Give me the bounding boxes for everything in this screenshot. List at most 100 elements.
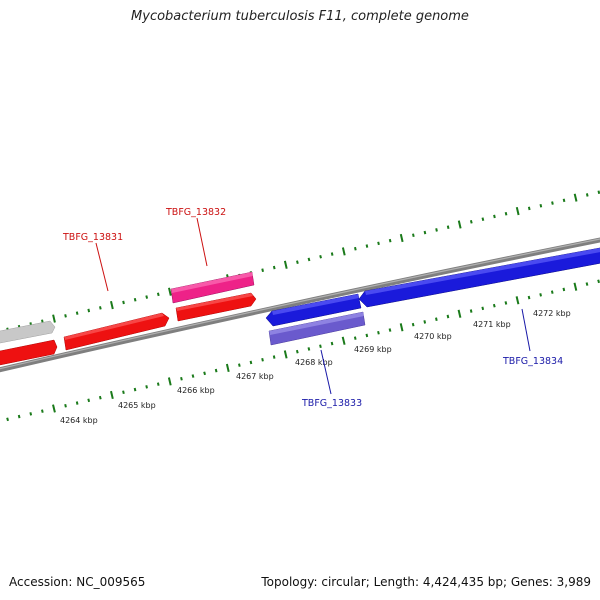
label-tbfg-13832: TBFG_13832 [165, 207, 226, 218]
minor-tick [365, 333, 369, 338]
minor-tick [354, 246, 357, 251]
minor-tick [550, 290, 554, 294]
minor-tick [423, 230, 427, 235]
minor-tick [551, 201, 554, 205]
minor-tick [249, 360, 253, 365]
minor-tick [493, 214, 496, 219]
gene-red-left [0, 339, 58, 366]
scale-label-4268: 4268 kbp [295, 358, 333, 367]
minor-tick [330, 341, 334, 346]
minor-tick [388, 328, 392, 332]
minor-tick [272, 265, 276, 270]
major-tick [399, 233, 404, 243]
label-tbfg-13834: TBFG_13834 [502, 356, 563, 367]
minor-tick [41, 409, 44, 413]
minor-tick [481, 306, 485, 311]
minor-tick [75, 311, 79, 315]
minor-tick [539, 203, 543, 208]
gene-tbfg-13834-shine [365, 247, 600, 295]
minor-tick [122, 390, 125, 395]
major-tick [515, 206, 520, 216]
major-tick [225, 363, 230, 373]
gene-tbfg-13832-shine [171, 272, 253, 293]
accession-text: Accession: NC_009565 [9, 575, 146, 589]
minor-tick [446, 314, 450, 319]
major-tick [52, 404, 56, 413]
minor-tick [562, 287, 566, 292]
minor-tick [191, 374, 195, 378]
major-tick [515, 296, 520, 305]
scale-label-4266: 4266 kbp [177, 386, 215, 395]
minor-tick [307, 257, 311, 262]
minor-tick [295, 349, 299, 354]
minor-tick [203, 371, 206, 376]
minor-tick [469, 309, 473, 313]
scale-label-4271: 4271 kbp [473, 320, 511, 329]
minor-tick [435, 317, 438, 322]
scale-labels: 4264 kbp 4265 kbp 4266 kbp 4267 kbp 4268… [60, 309, 571, 425]
minor-tick [597, 190, 600, 195]
minor-tick [504, 301, 508, 305]
major-tick [573, 193, 578, 202]
label-tbfg-13831: TBFG_13831 [62, 232, 123, 243]
minor-tick [388, 238, 392, 243]
minor-tick [156, 382, 160, 386]
scale-label-4269: 4269 kbp [354, 345, 392, 354]
major-tick [110, 390, 114, 400]
major-tick [52, 314, 56, 323]
minor-tick [492, 303, 496, 308]
minor-tick [122, 300, 125, 305]
minor-tick [17, 414, 21, 419]
scale-label-4272: 4272 kbp [533, 309, 571, 318]
outer-tick-track [6, 190, 600, 332]
label-tbfg-13833: TBFG_13833 [301, 398, 362, 409]
major-tick [341, 247, 346, 256]
minor-tick [29, 412, 33, 416]
minor-tick [75, 401, 79, 405]
minor-tick [156, 292, 160, 297]
genome-backbone [0, 237, 600, 373]
minor-tick [145, 295, 149, 299]
minor-tick [411, 322, 415, 327]
gene-red-mid-shine [176, 293, 253, 311]
minor-tick [469, 220, 473, 224]
genome-backbone-highlight [0, 238, 600, 370]
major-tick [457, 309, 462, 318]
major-tick [110, 300, 114, 310]
gene-tbfg-13833-shine [272, 294, 359, 315]
minor-tick [353, 336, 357, 340]
minor-tick [87, 308, 91, 313]
minor-tick [330, 252, 334, 256]
scale-label-4267: 4267 kbp [236, 372, 274, 381]
minor-tick [377, 241, 380, 246]
major-tick [283, 350, 288, 359]
map-title: Mycobacterium tuberculosis F11, complete… [131, 9, 469, 24]
minor-tick [98, 395, 102, 400]
minor-tick [504, 211, 508, 216]
scale-label-4265: 4265 kbp [118, 401, 156, 410]
minor-tick [585, 282, 589, 286]
minor-tick [585, 193, 589, 197]
minor-tick [64, 314, 67, 318]
major-tick [167, 377, 172, 386]
gene-grey-left [0, 320, 56, 344]
scale-label-4270: 4270 kbp [414, 332, 452, 341]
minor-tick [562, 198, 566, 203]
minor-tick [261, 357, 264, 362]
minor-tick [261, 268, 264, 273]
gene-purple-shine [269, 312, 364, 335]
major-tick [283, 260, 288, 269]
minor-tick [296, 260, 299, 264]
minor-tick [446, 225, 450, 230]
minor-tick [87, 398, 91, 403]
reverse-genes [265, 247, 600, 346]
gene-callouts: TBFG_13831 TBFG_13832 TBFG_13833 TBFG_13… [62, 207, 563, 409]
major-tick [341, 336, 346, 345]
minor-tick [145, 385, 148, 389]
minor-tick [99, 306, 102, 310]
minor-tick [307, 347, 311, 351]
minor-tick [238, 363, 241, 367]
minor-tick [133, 387, 137, 392]
minor-tick [180, 376, 183, 381]
